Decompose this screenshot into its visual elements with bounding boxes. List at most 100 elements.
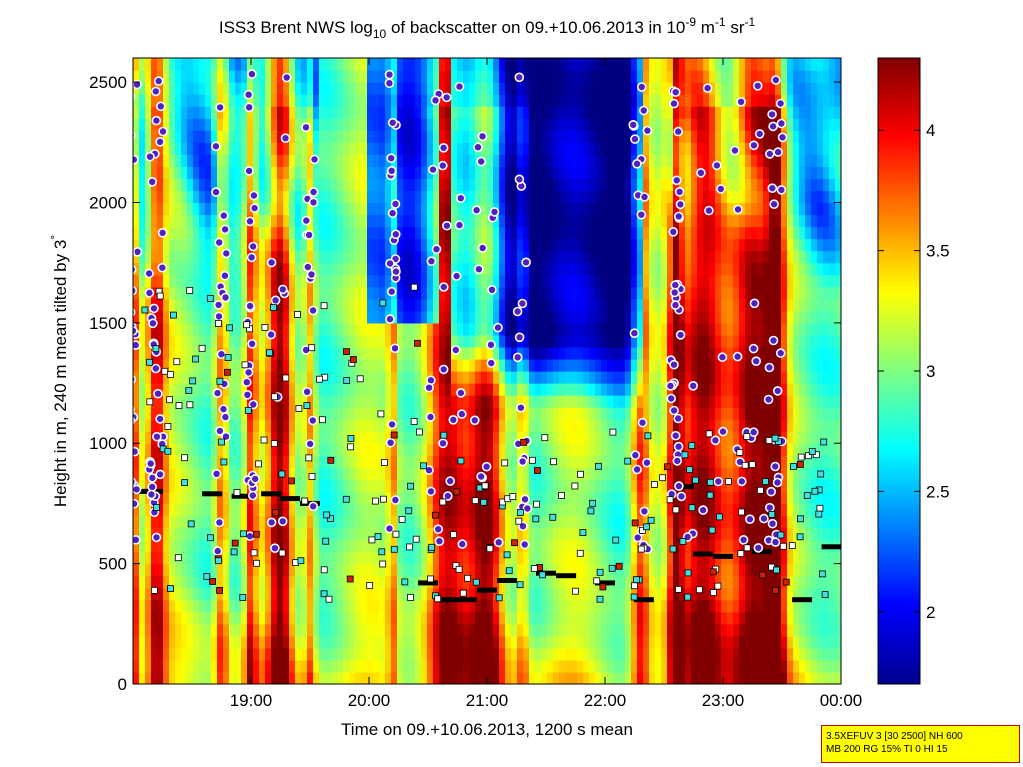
- detection-square: [714, 582, 722, 590]
- detection-circle: [768, 121, 778, 132]
- detection-circle: [386, 166, 397, 176]
- detection-circle: [308, 305, 318, 316]
- detection-circle: [770, 461, 781, 472]
- detection-square: [515, 517, 523, 525]
- detection-circle: [424, 382, 434, 393]
- detection-square: [440, 431, 448, 439]
- detection-square: [576, 549, 584, 557]
- detection-circle: [212, 546, 223, 556]
- detection-square: [669, 545, 677, 553]
- detection-circle: [751, 356, 762, 367]
- detection-circle: [457, 539, 468, 549]
- detection-square: [815, 510, 823, 518]
- detection-square: [530, 565, 538, 572]
- cloud-base-mark: [418, 580, 438, 586]
- detection-square: [773, 566, 780, 574]
- detection-square: [596, 568, 604, 576]
- detection-square: [141, 306, 149, 314]
- detection-square: [762, 478, 769, 485]
- y-tick-label: 2500: [89, 73, 127, 92]
- detection-square: [261, 323, 269, 331]
- detection-square: [146, 358, 154, 366]
- detection-circle: [773, 147, 783, 157]
- detection-circle: [775, 98, 786, 109]
- detection-square: [796, 533, 804, 541]
- detection-circle: [437, 160, 448, 171]
- chart-title: ISS3 Brent NWS log10 of backscatter on 0…: [219, 15, 756, 41]
- detection-circle: [486, 358, 497, 368]
- detection-square: [173, 358, 181, 366]
- detection-square: [725, 478, 732, 485]
- detection-circle: [632, 464, 642, 475]
- detection-square: [226, 324, 234, 332]
- detection-square: [377, 410, 385, 418]
- detection-square: [175, 402, 183, 410]
- colorbar-tick-label: 2.5: [926, 482, 950, 501]
- detection-square: [398, 516, 406, 523]
- detection-circle: [767, 183, 778, 193]
- detection-circle: [516, 402, 526, 413]
- detection-circle: [153, 76, 164, 86]
- detection-square: [579, 529, 587, 536]
- detection-circle: [445, 476, 456, 486]
- detection-square: [495, 594, 503, 602]
- detection-circle: [155, 137, 165, 147]
- detection-square: [593, 577, 601, 585]
- detection-square: [288, 477, 295, 485]
- detection-circle: [302, 386, 312, 397]
- detection-circle: [769, 199, 779, 209]
- detection-circle: [732, 351, 743, 362]
- detection-circle: [670, 87, 681, 97]
- detection-circle: [456, 388, 466, 398]
- detection-circle: [245, 531, 255, 542]
- detection-circle: [438, 282, 449, 292]
- detection-square: [410, 418, 418, 425]
- detection-circle: [133, 264, 137, 275]
- detection-circle: [219, 210, 229, 221]
- detection-circle: [248, 490, 258, 501]
- detection-circle: [387, 117, 398, 128]
- detection-square: [166, 396, 174, 404]
- detection-square: [327, 515, 334, 522]
- detection-square: [347, 443, 355, 451]
- detection-square: [644, 432, 652, 440]
- detection-square: [737, 550, 745, 557]
- detection-square: [472, 578, 480, 586]
- detection-square: [240, 530, 248, 538]
- detection-circle: [712, 160, 722, 171]
- detection-circle: [133, 477, 137, 487]
- detection-circle: [665, 381, 676, 391]
- detection-circle: [243, 89, 254, 100]
- detection-square: [759, 571, 767, 579]
- detection-circle: [215, 102, 225, 113]
- detection-square: [223, 368, 231, 376]
- detection-square: [675, 586, 682, 593]
- detection-square: [320, 302, 328, 310]
- detection-circle: [385, 314, 395, 324]
- detection-circle: [674, 481, 684, 491]
- detection-square: [688, 442, 696, 450]
- detection-circle: [305, 439, 316, 449]
- detection-circle: [308, 197, 319, 208]
- detection-circle: [493, 537, 504, 548]
- detection-circle: [426, 486, 436, 497]
- detection-square: [659, 474, 666, 482]
- detection-circle: [668, 227, 679, 237]
- detection-circle: [489, 207, 500, 217]
- detection-circle: [244, 102, 254, 113]
- y-tick-label: 1500: [89, 314, 127, 333]
- detection-circle: [753, 543, 764, 553]
- detection-square: [349, 356, 357, 363]
- detection-circle: [309, 154, 320, 165]
- detection-square: [439, 498, 447, 506]
- detection-square: [453, 488, 461, 496]
- detection-circle: [736, 97, 746, 107]
- detection-square: [710, 589, 717, 596]
- detection-circle: [772, 386, 783, 396]
- detection-square: [156, 292, 164, 300]
- detection-square: [167, 585, 174, 592]
- detection-square: [380, 459, 388, 466]
- detection-square: [647, 516, 655, 524]
- cloud-base-mark: [674, 484, 695, 490]
- detection-square: [716, 513, 723, 521]
